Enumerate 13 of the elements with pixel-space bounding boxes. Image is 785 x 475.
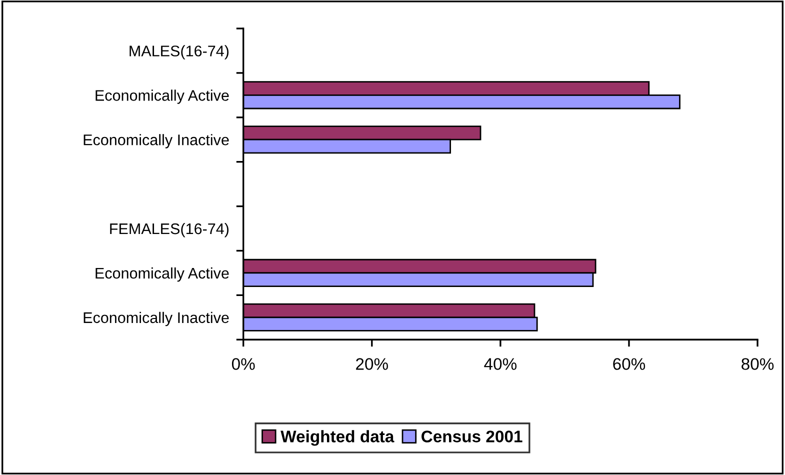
y-tick-label: MALES(16-74) [130, 45, 229, 60]
legend-label: Weighted data [280, 430, 394, 446]
y-tick-label: Economically Inactive [84, 312, 229, 326]
y-tick-label: Economically Active [96, 267, 229, 282]
y-tick-label: FEMALES(16-74) [110, 222, 229, 238]
x-tick-label: 80% [742, 358, 774, 370]
y-tick-label: Economically Active [96, 90, 229, 104]
y-tick-label: Economically Inactive [84, 134, 229, 148]
x-tick-label: 40% [484, 358, 517, 370]
x-tick-label: 0% [232, 358, 255, 370]
x-tick-label: 20% [356, 358, 388, 370]
x-tick-label: 60% [613, 358, 646, 370]
legend-label: Census 2001 [422, 430, 522, 442]
